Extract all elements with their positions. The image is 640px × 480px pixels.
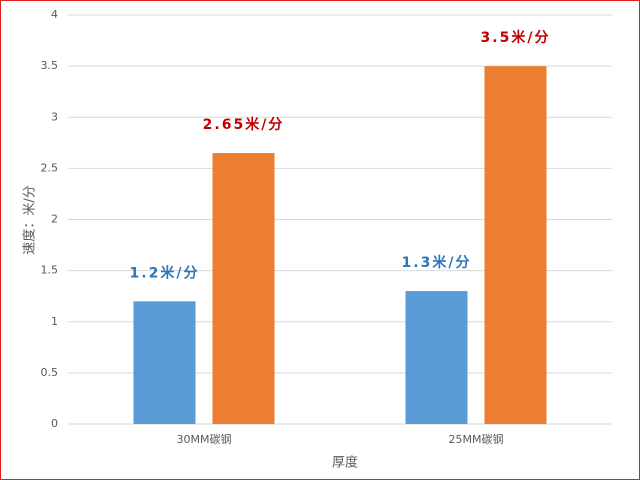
y-tick-label: 4	[51, 8, 58, 21]
y-tick-label: 0	[51, 417, 58, 430]
y-axis-title: 速度：米/分	[22, 185, 38, 254]
x-axis-title: 厚度	[332, 455, 358, 471]
value-label: 1.3米/分	[402, 254, 472, 271]
x-tick-label: 30MM碳钢	[177, 432, 232, 446]
value-label: 1.2米/分	[130, 264, 200, 281]
y-tick-label: 3.5	[41, 59, 59, 72]
value-label: 2.65米/分	[203, 116, 285, 133]
value-label: 3.5米/分	[481, 29, 551, 46]
bar	[484, 66, 547, 424]
y-tick-label: 3	[51, 110, 58, 123]
y-tick-label: 0.5	[41, 366, 59, 379]
y-tick-label: 1	[51, 315, 58, 328]
bar	[133, 301, 196, 424]
bar	[212, 153, 275, 424]
y-tick-label: 2	[51, 213, 58, 226]
y-tick-label: 1.5	[41, 264, 59, 277]
x-tick-label: 25MM碳钢	[449, 432, 504, 446]
bar	[405, 291, 468, 424]
y-tick-label: 2.5	[41, 161, 59, 174]
